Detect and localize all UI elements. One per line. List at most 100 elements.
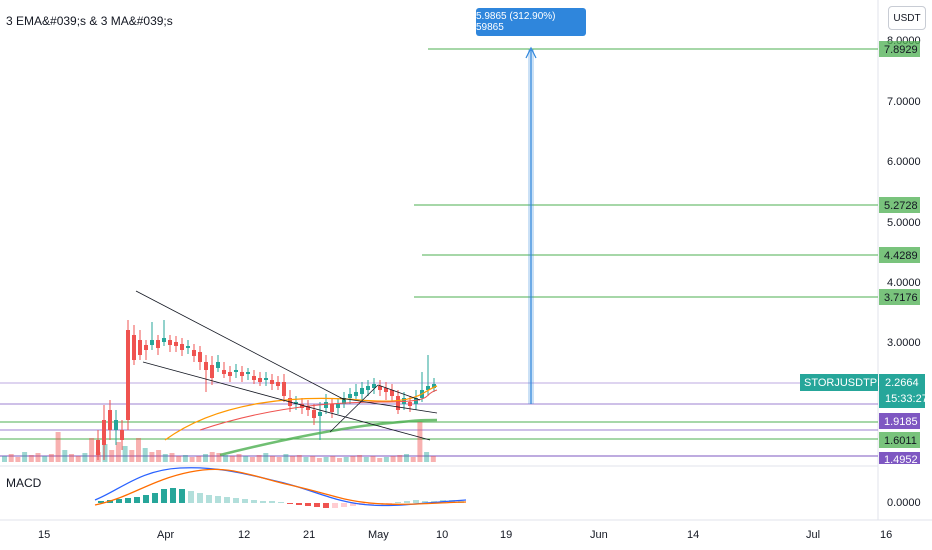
volume-bar (303, 457, 309, 462)
volume-bar (42, 456, 48, 462)
level-tag-0: 7.8929 (884, 44, 918, 56)
volume-bar (162, 454, 168, 462)
candle-body (330, 404, 334, 412)
candle-body (204, 362, 208, 370)
level-tag-bg-1 (879, 197, 920, 213)
level-tag-5: 1.6011 (884, 435, 917, 447)
macd-axis-0: 0.0000 (887, 497, 921, 509)
candle-body (246, 372, 250, 374)
candle-body (150, 340, 154, 345)
volume-bar (203, 454, 208, 462)
volume-bar (69, 454, 74, 462)
candle-body (336, 404, 340, 408)
volume-bar (377, 458, 383, 462)
channel-lower-line[interactable] (142, 361, 431, 441)
time-label-apr: Apr (157, 529, 174, 541)
macd-bar (368, 503, 374, 505)
volume-bar (323, 457, 329, 462)
price-axis-6: 6.0000 (887, 156, 921, 168)
volume-bar (196, 456, 202, 462)
time-label-21: 21 (303, 529, 315, 541)
price-axis-5: 5.0000 (887, 217, 921, 229)
macd-bar (116, 499, 122, 503)
candle-body (180, 344, 184, 350)
macd-bar (188, 491, 194, 503)
macd-label[interactable]: MACD (6, 476, 42, 490)
volume-bar (62, 450, 68, 462)
macd-bar (314, 503, 320, 507)
macd-bar (224, 497, 230, 503)
volume-bar (410, 457, 416, 462)
volume-bar (229, 456, 235, 462)
candle-body (270, 380, 274, 384)
candle-body (108, 410, 112, 430)
volume-bar (417, 422, 423, 462)
volume-bar (283, 454, 289, 462)
time-axis[interactable]: 15 Apr 12 21 May 10 19 Jun 14 Jul 16 (38, 529, 892, 541)
candle-body (366, 386, 370, 390)
level-tag-bg-5 (879, 432, 920, 448)
countdown-tag: 15:33:27 (885, 393, 928, 405)
level-tag-bg-3 (879, 289, 920, 305)
candle-body (348, 394, 352, 398)
volume-bar (363, 457, 369, 462)
triangle-line-a[interactable] (329, 384, 379, 433)
candle-body (258, 378, 262, 382)
currency-button[interactable]: USDT (888, 6, 926, 30)
volume-bar (15, 457, 21, 462)
macd-bar (143, 495, 149, 503)
candle-body (228, 372, 232, 376)
volume-bar (109, 450, 115, 462)
candle-body (390, 390, 394, 396)
volume-bar (176, 456, 182, 462)
volume-bar (236, 454, 242, 462)
volume-bar (330, 456, 336, 462)
volume-bar (243, 456, 249, 462)
macd-bar (179, 489, 185, 503)
volume-bar (35, 453, 41, 462)
volume-bar (89, 438, 95, 462)
measure-arrow-head (525, 46, 537, 59)
candle-body (132, 335, 136, 360)
macd-bar (98, 501, 104, 503)
volume-bar (223, 455, 229, 462)
macd-signal-line (94, 468, 467, 506)
level-tag-bg-0 (879, 41, 920, 57)
time-label-14: 14 (687, 529, 699, 541)
volume-bar (397, 455, 403, 462)
candle-body (360, 388, 364, 394)
ma-green-line (219, 418, 438, 457)
candle-body (324, 402, 328, 408)
symbol-tag-bg (800, 374, 878, 391)
volume-bar (357, 455, 363, 462)
time-label-jul: Jul (806, 529, 820, 541)
volume-bar (290, 456, 296, 462)
candle-body (432, 384, 436, 388)
volume-bar (156, 450, 162, 462)
triangle-line-b[interactable] (377, 384, 421, 401)
volume-bar (424, 452, 430, 462)
level-tag-bg-4 (879, 413, 920, 429)
triangle-line-c[interactable] (339, 397, 438, 414)
indicator-legend[interactable]: 3 EMA&#039;s & 3 MA&#039;s (6, 14, 173, 28)
candle-body (234, 370, 238, 372)
candle-body (222, 370, 226, 374)
candle-body (408, 402, 412, 406)
candle-body (354, 392, 358, 396)
macd-bar (305, 503, 311, 506)
candle-body (198, 352, 202, 362)
time-label-19: 19 (500, 529, 512, 541)
level-tag-bg-2 (879, 247, 920, 263)
volume-bar (390, 456, 396, 462)
volume-bar (189, 457, 195, 462)
candle-body (168, 340, 172, 345)
volume-bar (383, 457, 389, 462)
macd-bar (197, 493, 203, 503)
level-tag-1: 5.2728 (884, 200, 918, 212)
measure-label: 5.9865 (312.90%) 59865 (476, 8, 586, 36)
channel-upper-line[interactable] (135, 290, 346, 401)
volume-bar (149, 452, 155, 462)
volume-bar (182, 455, 188, 462)
macd-bar (260, 501, 266, 503)
